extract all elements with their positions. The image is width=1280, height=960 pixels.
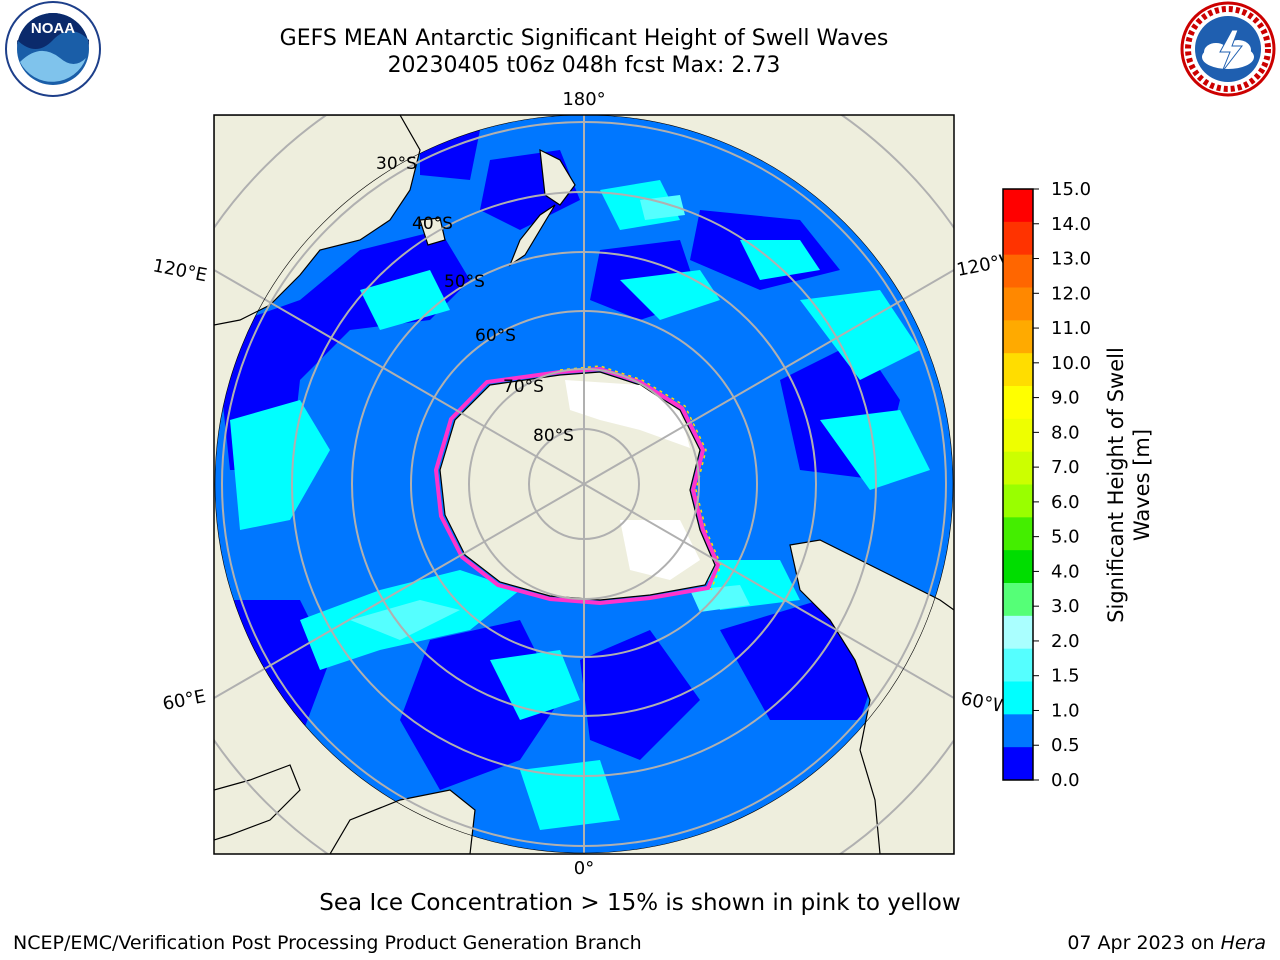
map-title: GEFS MEAN Antarctic Significant Height o… — [279, 26, 889, 51]
colorbar-band — [1003, 221, 1033, 256]
colorbar-tick-label: 1.0 — [1051, 700, 1080, 721]
colorbar-label-line1: Significant Height of Swell — [1104, 347, 1128, 623]
colorbar-band — [1003, 254, 1033, 288]
ross-ice-shelf — [565, 380, 690, 448]
colorbar-band — [1003, 287, 1033, 321]
lon-label-120e: 120°E — [151, 255, 209, 286]
sea-ice-note: Sea Ice Concentration > 15% is shown in … — [319, 890, 961, 916]
africa-landmass — [329, 789, 476, 854]
colorbar-label-line2: Waves [m] — [1130, 429, 1154, 541]
colorbar-tick-label: 12.0 — [1051, 283, 1091, 304]
colorbar-band — [1003, 747, 1033, 781]
new-zealand-north — [539, 148, 576, 206]
lat-label-70s: 70°S — [503, 377, 544, 397]
colorbar-band — [1003, 517, 1033, 551]
south-america-landmass — [789, 539, 954, 854]
colorbar-tick-label: 4.0 — [1051, 561, 1080, 582]
colorbar-band — [1003, 320, 1033, 354]
meridian-lines — [214, 115, 954, 854]
colorbar-tick-label: 0.5 — [1051, 735, 1080, 756]
sea-ice-edge — [433, 366, 721, 606]
colorbar-band — [1003, 648, 1033, 682]
colorbar-tick-label: 11.0 — [1051, 318, 1091, 339]
colorbar-band — [1003, 681, 1033, 715]
map-frame — [213, 114, 955, 855]
colorbar-band — [1003, 189, 1033, 223]
colorbar-band — [1003, 418, 1033, 453]
colorbar-tick-label: 7.0 — [1051, 457, 1080, 478]
lat-label-50s: 50°S — [444, 272, 485, 292]
colorbar: 15.0 14.0 13.0 12.0 11.0 10.0 9.0 8.0 7.0 6.0 5.0 4… — [1002, 179, 1091, 791]
colorbar-band — [1003, 386, 1033, 420]
colorbar-band — [1003, 484, 1033, 518]
colorbar-tick-label: 1.5 — [1051, 666, 1080, 687]
weddell-ice-shelf — [620, 520, 700, 580]
svg-text:NOAA: NOAA — [31, 20, 75, 37]
forecast-subtitle: 20230405 t06z 048h fcst Max: 2.73 — [387, 53, 781, 78]
colorbar-tick-label: 15.0 — [1051, 179, 1091, 200]
colorbar-tick-label: 8.0 — [1051, 422, 1080, 443]
lat-label-30s: 30°S — [376, 154, 417, 174]
colorbar-tick-label: 5.0 — [1051, 527, 1080, 548]
colorbar-band — [1003, 451, 1033, 485]
colorbar-band — [1003, 615, 1033, 650]
nws-logo — [1180, 1, 1276, 97]
credit-date: 07 Apr 2023 on Hera — [1067, 932, 1266, 954]
colorbar-tick-label: 9.0 — [1051, 388, 1080, 409]
lat-label-40s: 40°S — [412, 214, 453, 234]
colorbar-tick-label: 14.0 — [1051, 214, 1091, 235]
credit-host: Hera — [1220, 932, 1266, 954]
colorbar-band — [1003, 353, 1033, 387]
colorbar-tick-label: 6.0 — [1051, 492, 1080, 513]
colorbar-tick-label: 13.0 — [1051, 249, 1091, 270]
map-area: 30°S 40°S 50°S 60°S 70°S 80°S — [214, 115, 954, 854]
sea-ice-high-concentration — [559, 365, 722, 591]
credit-date-text: 07 Apr 2023 on — [1067, 932, 1221, 954]
swell-height-field — [215, 130, 930, 830]
colorbar-frame — [1002, 188, 1034, 781]
colorbar-band — [1003, 550, 1033, 584]
lon-label-180: 180° — [562, 89, 605, 110]
colorbar-band — [1003, 714, 1033, 748]
noaa-logo: NOAA — [5, 1, 101, 97]
lon-label-0: 0° — [574, 858, 594, 879]
colorbar-tick-label: 2.0 — [1051, 631, 1080, 652]
madagascar — [214, 764, 301, 841]
colorbar-tick-label: 10.0 — [1051, 353, 1091, 374]
colorbar-band — [1003, 583, 1033, 617]
projection-boundary — [214, 115, 954, 854]
lon-label-60e: 60°E — [161, 686, 207, 715]
lat-label-80s: 80°S — [533, 426, 574, 446]
lat-label-60s: 60°S — [475, 326, 516, 346]
colorbar-tick-label: 0.0 — [1051, 770, 1080, 791]
credit-branch: NCEP/EMC/Verification Post Processing Pr… — [13, 932, 642, 954]
colorbar-tick-label: 3.0 — [1051, 596, 1080, 617]
